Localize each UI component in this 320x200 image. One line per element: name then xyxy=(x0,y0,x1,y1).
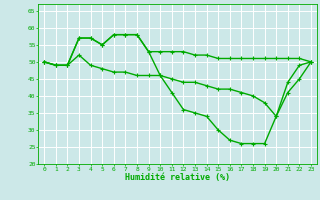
X-axis label: Humidité relative (%): Humidité relative (%) xyxy=(125,173,230,182)
